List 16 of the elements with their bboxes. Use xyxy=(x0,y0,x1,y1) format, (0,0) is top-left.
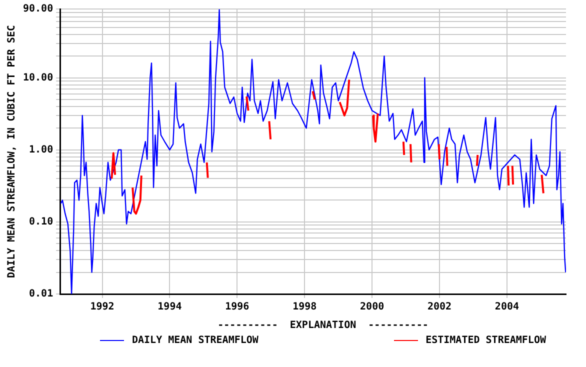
y-tick-label: 10.00 xyxy=(22,72,54,84)
legend-label: ESTIMATED STREAMFLOW xyxy=(426,335,546,346)
x-tick-label: 1994 xyxy=(158,302,182,313)
y-tick-label: 0.01 xyxy=(29,288,54,300)
legend-title: ---------- EXPLANATION ---------- xyxy=(216,320,430,331)
x-tick-label: 2002 xyxy=(427,302,452,313)
y-tick-label: 0.10 xyxy=(29,216,54,228)
x-tick-label: 1996 xyxy=(225,302,250,313)
x-tick-label: 2004 xyxy=(494,302,520,313)
legend-label: DAILY MEAN STREAMFLOW xyxy=(132,335,258,346)
y-tick-label: 1.00 xyxy=(29,144,54,156)
y-tick-label: 90.00 xyxy=(22,4,54,15)
x-tick-label: 1998 xyxy=(292,302,317,313)
x-tick-label: 1992 xyxy=(90,302,114,313)
y-axis-title: DAILY MEAN STREAMFLOW, IN CUBIC FT PER SEC xyxy=(6,25,18,278)
x-tick-label: 2000 xyxy=(360,302,384,313)
